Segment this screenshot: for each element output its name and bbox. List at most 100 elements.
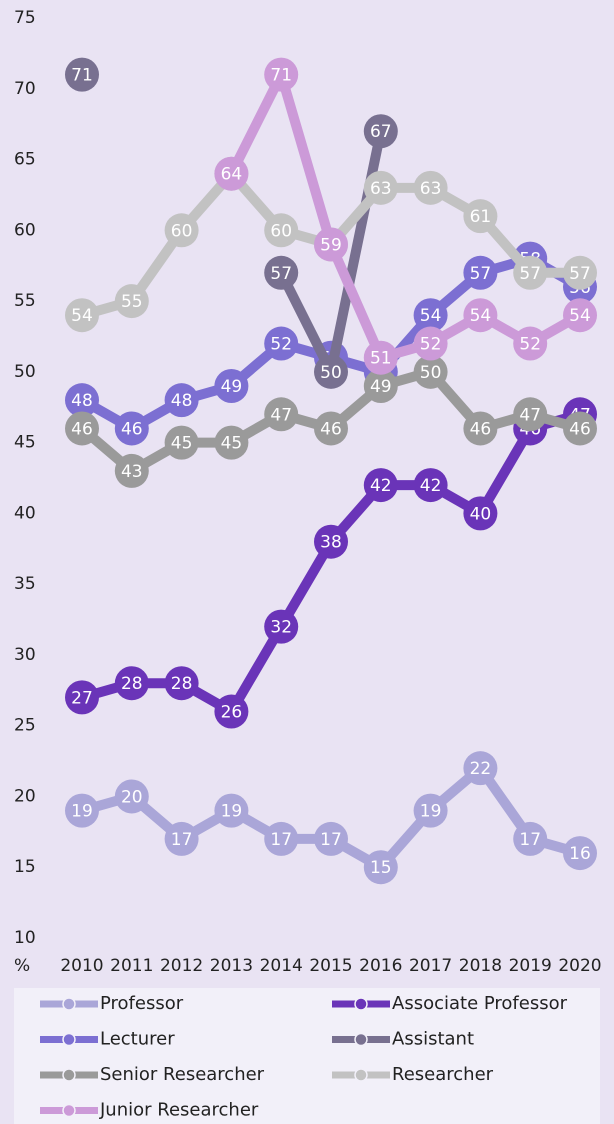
data-label: 42 [420,476,442,496]
data-label: 51 [370,349,392,369]
y-tick-label: 50 [14,362,36,382]
data-label: 67 [370,122,392,142]
point [314,227,348,262]
data-label: 61 [470,207,492,227]
data-label: 43 [121,462,143,482]
data-label: 60 [270,221,292,241]
point [264,397,299,432]
data-label: 26 [221,703,243,723]
data-label: 45 [171,434,193,454]
x-tick-label: 2010 [60,956,103,976]
data-label: 38 [320,533,342,553]
data-label: 52 [519,335,541,355]
legend-label: Senior Researcher [100,1064,265,1085]
x-tick-label: 2019 [509,956,552,976]
data-label: 71 [71,66,93,86]
data-label: 46 [121,419,143,439]
point [65,383,99,418]
legend-dot [62,997,76,1011]
point [114,284,149,319]
data-label: 46 [470,419,492,439]
x-tick-label: 2017 [409,956,452,976]
y-tick-label: 15 [14,857,36,877]
y-tick-label: 60 [14,220,36,240]
y-tick-label: 65 [14,150,36,170]
data-label: 17 [320,830,342,850]
data-label: 17 [519,830,541,850]
legend-dot [62,1032,76,1047]
x-tick-label: 2018 [459,956,502,976]
data-label: 19 [221,802,243,822]
point [164,666,199,701]
point [513,397,548,432]
point [114,411,149,446]
legend-label: Assistant [392,1029,474,1050]
x-tick-label: 2015 [309,956,352,976]
point [463,298,498,333]
data-label: 48 [71,391,93,411]
data-label: 45 [221,434,243,454]
point [65,298,99,333]
data-label: 32 [270,618,292,638]
point [563,298,597,333]
point [164,821,199,856]
point [413,170,448,205]
point [363,468,398,503]
data-label: 57 [519,264,541,284]
y-tick-label: 30 [14,645,36,665]
data-label: 63 [370,179,392,199]
y-tick-label: 75 [14,8,36,28]
data-label: 28 [171,674,193,694]
legend-dot [354,1032,368,1047]
point [563,255,597,290]
point [214,793,249,828]
data-label: 54 [420,306,442,326]
data-label: 57 [569,264,591,284]
data-label: 46 [569,419,591,439]
point [413,298,448,333]
series: 46 43 45 45 47 46 49 50 46 47 46 [65,354,597,488]
legend-label: Researcher [392,1064,494,1085]
point [314,411,348,446]
y-tick-label: 25 [14,716,36,736]
point [413,326,448,361]
point [463,751,498,786]
x-tick-label: 2013 [210,956,253,976]
point [65,680,99,715]
point [114,666,149,701]
data-label: 52 [420,335,442,355]
y-tick-label: 10 [14,928,36,948]
legend-label: Lecturer [100,1029,175,1050]
point [314,354,348,389]
point [463,496,498,531]
data-label: 64 [221,165,243,185]
y-tick-label: 70 [14,79,36,99]
point [264,213,299,248]
legend-dot [354,1068,368,1082]
data-label: 57 [270,264,292,284]
data-label: 42 [370,476,392,496]
point [363,340,398,375]
data-label: 60 [171,221,193,241]
point [264,57,299,92]
legend-label: Associate Professor [392,993,568,1014]
point [65,793,99,828]
data-label: 48 [171,391,193,411]
point [463,411,498,446]
data-label: 40 [470,504,492,524]
data-label: 27 [71,688,93,708]
x-tick-label: 2016 [359,956,402,976]
series: 27 28 28 26 32 38 42 42 40 46 47 [65,397,597,729]
data-label: 19 [420,802,442,822]
data-label: 59 [320,235,342,255]
point [264,609,299,644]
point [563,411,597,446]
point [314,821,348,856]
data-label: 54 [569,306,591,326]
legend-dot [354,997,368,1011]
point [563,836,597,871]
data-label: 28 [121,674,143,694]
data-label: 19 [71,802,93,822]
